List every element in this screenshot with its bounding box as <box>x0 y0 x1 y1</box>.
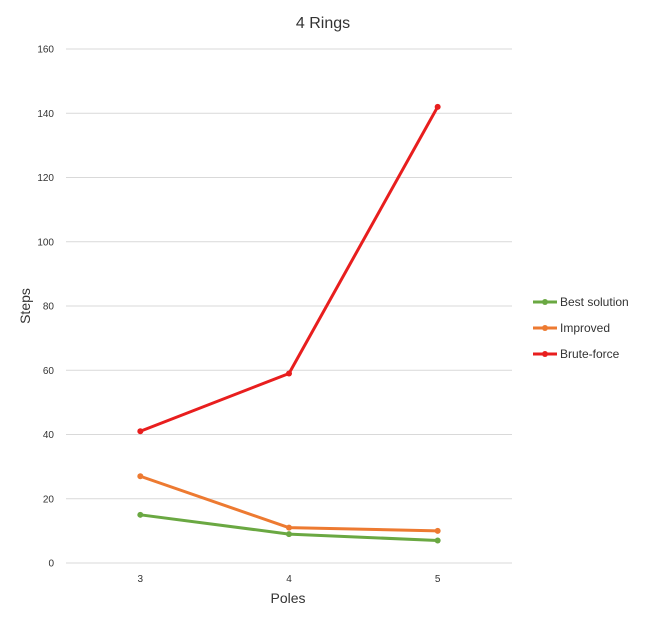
data-point-brute-force <box>286 370 292 377</box>
y-tick-label: 160 <box>37 45 54 56</box>
y-tick-label: 0 <box>48 559 54 570</box>
x-axis-title: Poles <box>270 590 305 606</box>
x-tick-label: 4 <box>286 574 292 585</box>
data-point-brute-force <box>434 103 441 110</box>
data-point-improved <box>434 527 441 534</box>
data-point-best-solution <box>434 537 441 544</box>
x-tick-label: 3 <box>138 574 144 585</box>
y-tick-label: 80 <box>43 302 55 313</box>
series-line-brute-force <box>138 105 440 433</box>
gridlines <box>66 48 512 564</box>
legend-item-improved: Improved <box>533 321 610 335</box>
legend-item-best-solution: Best solution <box>533 295 629 309</box>
legend-marker-improved <box>542 325 548 331</box>
y-tick-label: 40 <box>43 430 55 441</box>
y-axis-title: Steps <box>17 288 33 324</box>
legend-label-best-solution: Best solution <box>560 295 629 309</box>
x-tick-label: 5 <box>435 574 441 585</box>
data-point-improved <box>137 473 144 480</box>
y-tick-label: 120 <box>37 173 54 184</box>
series-line-improved <box>138 474 440 533</box>
legend-label-brute-force: Brute-force <box>560 347 620 361</box>
legend-item-brute-force: Brute-force <box>533 347 620 361</box>
y-tick-label: 140 <box>37 109 54 120</box>
y-axis-ticks: 0 20 40 60 80 100 120 140 160 <box>37 45 54 570</box>
data-point-best-solution <box>286 531 292 538</box>
y-tick-label: 100 <box>37 237 54 248</box>
chart-title: 4 Rings <box>296 15 350 32</box>
y-tick-label: 20 <box>43 494 55 505</box>
data-point-improved <box>286 524 292 531</box>
legend-marker-brute-force <box>542 351 548 357</box>
y-tick-label: 60 <box>43 366 55 377</box>
x-axis-ticks: 3 4 5 <box>138 574 441 585</box>
legend-marker-best-solution <box>542 299 548 305</box>
data-point-brute-force <box>137 428 144 435</box>
data-point-best-solution <box>137 511 144 518</box>
series-lines <box>137 103 441 544</box>
legend-label-improved: Improved <box>560 321 610 335</box>
legend: Best solution Improved Brute-force <box>533 295 629 361</box>
